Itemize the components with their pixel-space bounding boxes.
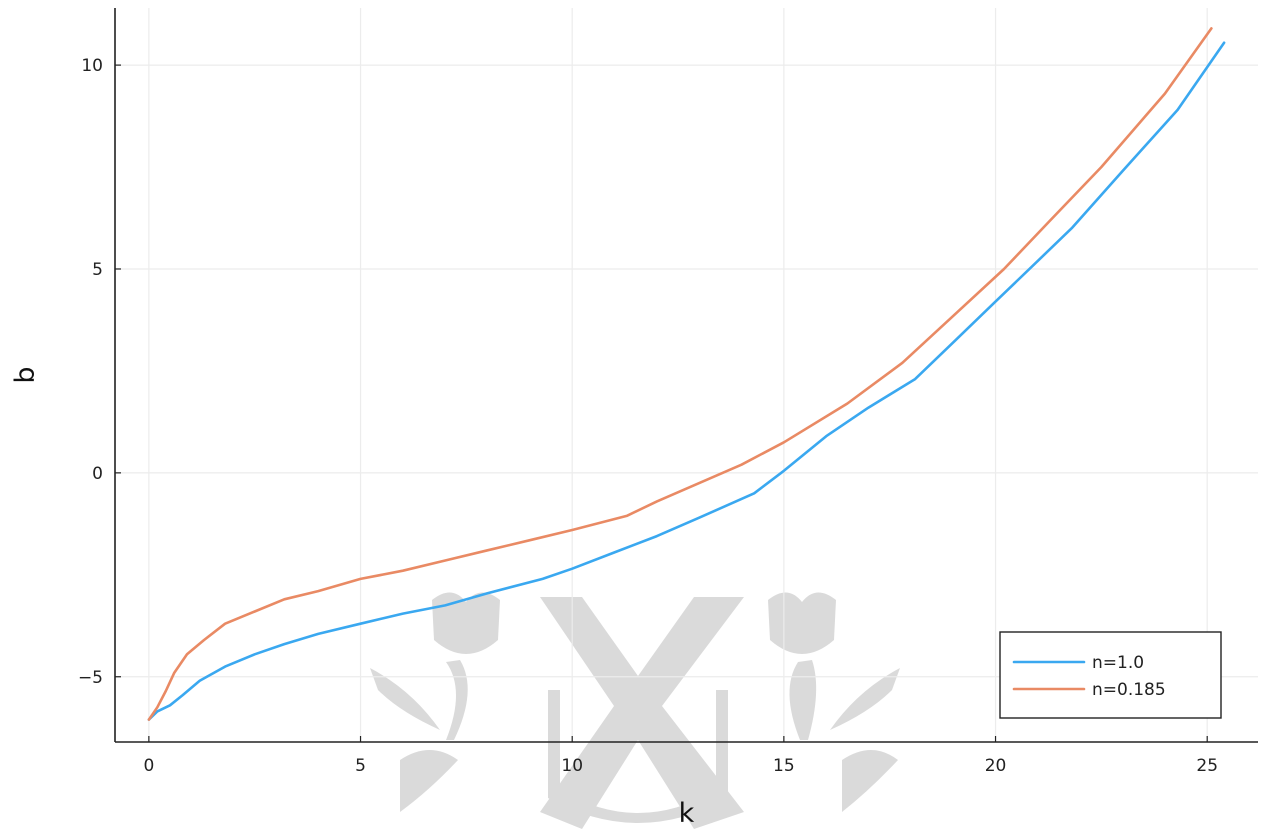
y-tick-label-0: −5 xyxy=(78,668,103,688)
legend: n=1.0 n=0.185 xyxy=(999,631,1222,719)
watermark-seal xyxy=(370,592,900,829)
series-line-n-1-0 xyxy=(147,41,1226,721)
y-axis-label: b xyxy=(10,366,41,383)
y-tick-label-1: 0 xyxy=(92,464,103,484)
x-tick-label-5: 25 xyxy=(1196,756,1218,776)
x-tick-label-2: 10 xyxy=(561,756,583,776)
x-tick-label-3: 15 xyxy=(773,756,795,776)
series-line-n-0-185 xyxy=(147,27,1213,721)
y-axis-ticks: −5 0 5 10 xyxy=(78,56,121,688)
x-axis-ticks: 0 5 10 15 20 25 xyxy=(143,736,1218,776)
series-layer xyxy=(147,27,1226,721)
legend-box xyxy=(999,631,1222,719)
x-axis-label: k xyxy=(679,798,695,829)
y-tick-label-2: 5 xyxy=(92,260,103,280)
legend-label-n-0-185: n=0.185 xyxy=(1092,680,1166,700)
x-tick-label-4: 20 xyxy=(985,756,1007,776)
x-tick-label-0: 0 xyxy=(143,756,154,776)
x-tick-label-1: 5 xyxy=(355,756,366,776)
grid xyxy=(115,8,1258,742)
legend-label-n-1-0: n=1.0 xyxy=(1092,653,1144,673)
y-tick-label-3: 10 xyxy=(81,56,103,76)
